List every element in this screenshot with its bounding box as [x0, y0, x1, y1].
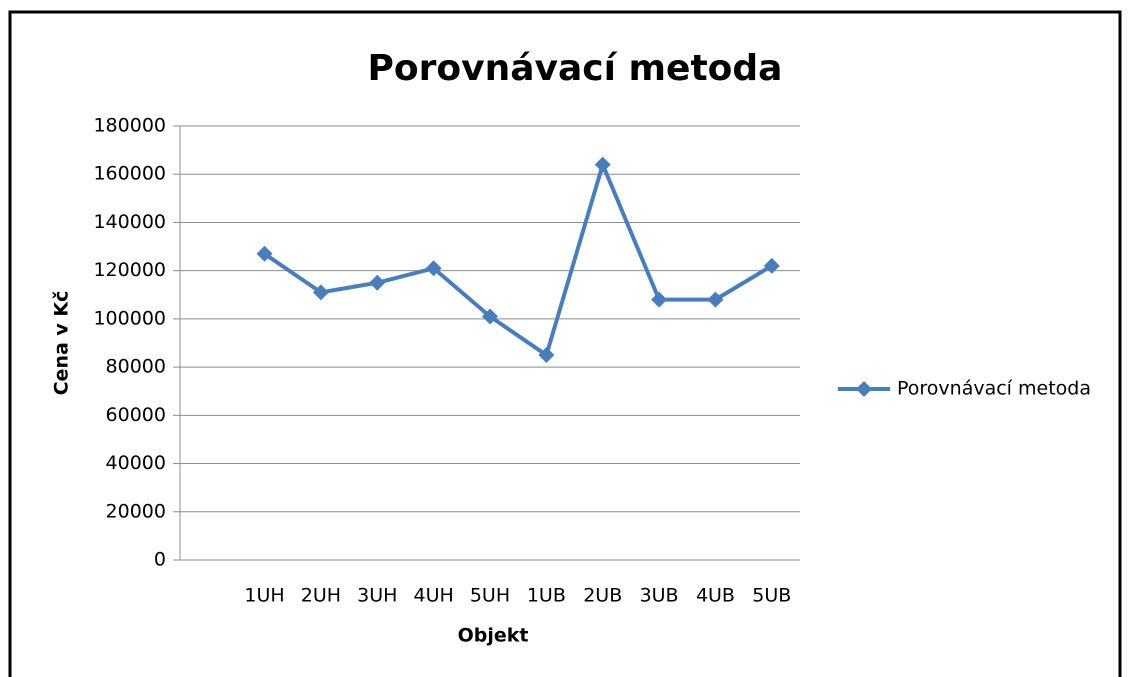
y-tick-label: 80000: [106, 356, 166, 378]
y-tick-label: 140000: [93, 211, 166, 233]
y-tick-label: 180000: [93, 115, 166, 137]
x-axis-label: Objekt: [458, 625, 529, 647]
data-point: [707, 291, 724, 308]
chart-title: Porovnávací metoda: [368, 48, 783, 89]
x-tick-label: 4UB: [696, 585, 735, 607]
x-tick-label: 5UH: [470, 585, 510, 607]
data-point: [482, 308, 498, 325]
data-point: [651, 291, 668, 308]
series-line: [263, 162, 773, 358]
x-tick-label: 3UH: [357, 585, 397, 607]
x-tick-label: 1UH: [244, 585, 284, 607]
data-point: [594, 156, 611, 173]
y-axis-label: Cena v Kč: [51, 291, 73, 396]
y-tick-label: 120000: [93, 259, 166, 281]
data-point: [256, 245, 273, 262]
y-tick-label: 0: [154, 549, 166, 571]
data-point: [369, 274, 386, 291]
x-tick-label: 2UB: [583, 585, 622, 607]
x-tick-label: 5UB: [752, 585, 791, 607]
data-point: [312, 284, 329, 301]
x-tick-label: 3UB: [640, 585, 679, 607]
data-point: [538, 347, 555, 364]
y-tick-label: 20000: [106, 500, 166, 522]
x-tick-label: 4UH: [413, 585, 453, 607]
legend-marker: [856, 381, 872, 397]
data-point: [425, 260, 442, 277]
y-tick-label: 60000: [106, 404, 166, 426]
y-tick-label: 160000: [93, 163, 166, 185]
x-tick-label: 1UB: [527, 585, 566, 607]
legend-label: Porovnávací metoda: [897, 378, 1091, 400]
frame: [8, 10, 1122, 677]
data-point: [763, 257, 780, 274]
y-tick-label: 40000: [106, 452, 166, 474]
y-tick-label: 100000: [93, 307, 166, 329]
x-tick-label: 2UH: [301, 585, 341, 607]
